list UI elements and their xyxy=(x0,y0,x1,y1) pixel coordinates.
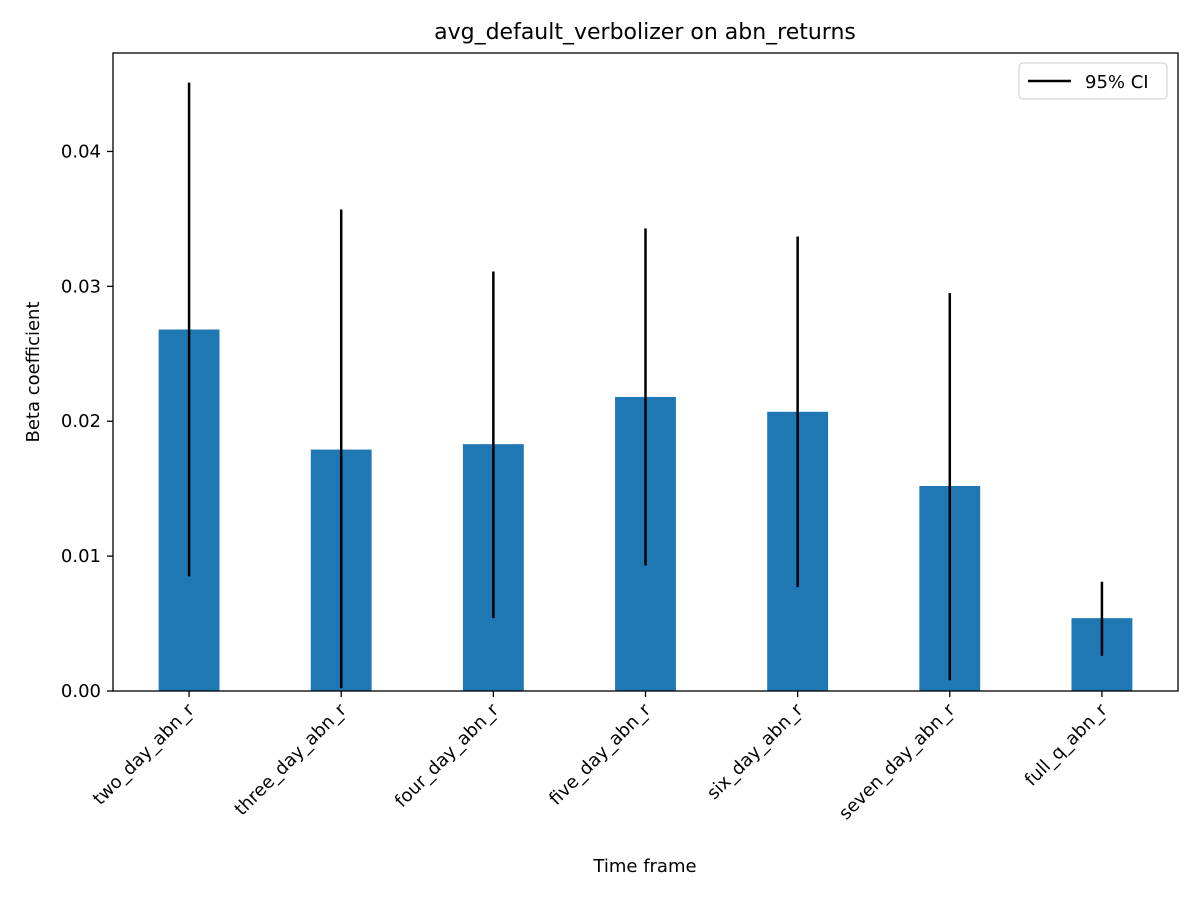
y-tick-label: 0.01 xyxy=(61,546,101,567)
chart-title: avg_default_verbolizer on abn_returns xyxy=(434,20,856,45)
legend-ci-label: 95% CI xyxy=(1085,72,1149,93)
x-tick-label: five_day_abn_r xyxy=(545,699,655,809)
x-tick-label: two_day_abn_r xyxy=(89,699,199,809)
x-tick-label: three_day_abn_r xyxy=(231,699,352,820)
y-tick-label: 0.04 xyxy=(61,141,101,162)
y-axis-label: Beta coefficient xyxy=(23,301,44,442)
y-tick-label: 0.00 xyxy=(61,681,101,702)
x-axis-label: Time frame xyxy=(592,856,696,877)
errorbars-group xyxy=(187,82,1104,689)
legend: 95% CI xyxy=(1018,62,1168,100)
legend-box xyxy=(1018,62,1168,100)
y-tick-label: 0.03 xyxy=(61,276,101,297)
y-tick-label: 0.02 xyxy=(61,411,101,432)
x-tick-label: full_q_abn_r xyxy=(1021,699,1112,790)
x-tick-label: seven_day_abn_r xyxy=(835,699,960,824)
x-tick-label: four_day_abn_r xyxy=(391,699,504,812)
x-tick-label: six_day_abn_r xyxy=(703,699,808,804)
